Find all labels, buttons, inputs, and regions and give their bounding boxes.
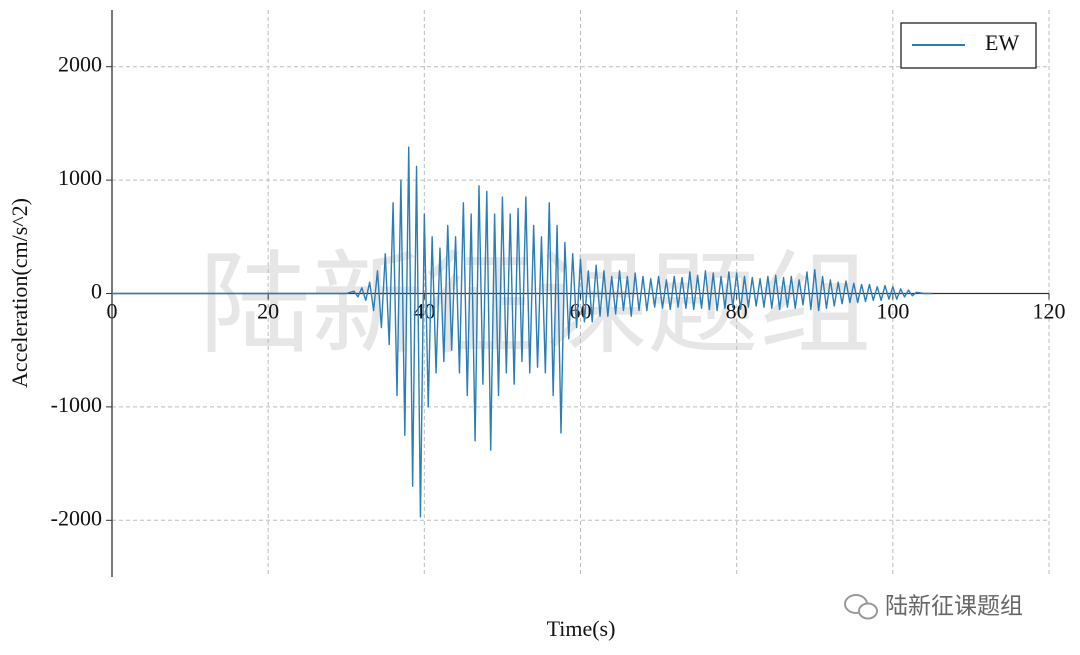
x-tick-label: 120 xyxy=(1033,299,1066,324)
y-tick-label: 1000 xyxy=(58,165,102,190)
credit-logo xyxy=(844,594,878,620)
x-axis-label: Time(s) xyxy=(547,616,616,641)
y-tick-label: -1000 xyxy=(51,392,102,417)
x-tick-label: 20 xyxy=(257,299,279,324)
x-tick-label: 100 xyxy=(876,299,909,324)
data-line xyxy=(112,146,932,518)
y-tick-label: 0 xyxy=(91,279,102,304)
y-axis-label: Acceleration(cm/s^2) xyxy=(7,198,32,388)
credit: 陆新征课题组 xyxy=(885,594,1023,620)
y-tick-label: -2000 xyxy=(51,505,102,530)
y-tick-label: 2000 xyxy=(58,52,102,77)
x-tick-label: 80 xyxy=(726,299,748,324)
legend-label: EW xyxy=(985,30,1019,55)
x-tick-label: 40 xyxy=(413,299,435,324)
x-tick-label: 60 xyxy=(570,299,592,324)
